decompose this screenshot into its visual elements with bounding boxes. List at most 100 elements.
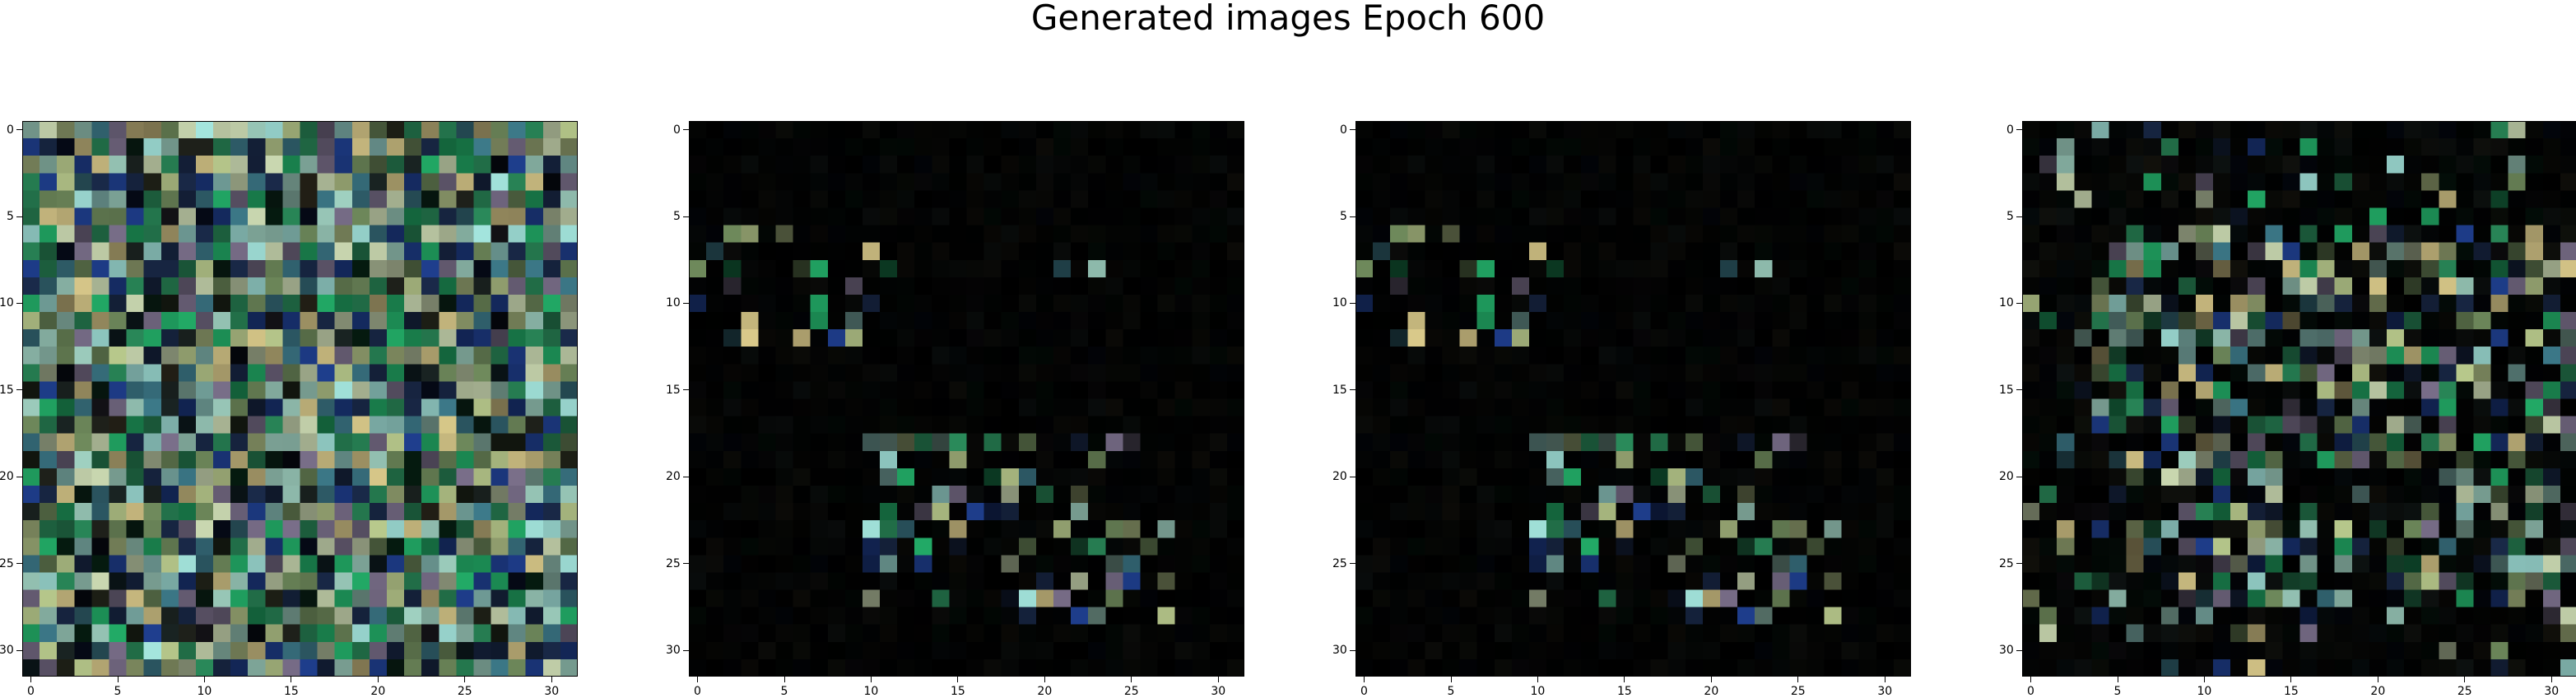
y-tick <box>2016 563 2022 564</box>
y-tick <box>16 650 22 651</box>
y-tick-label: 0 <box>1340 123 1347 137</box>
x-tick <box>1885 677 1886 682</box>
y-tick-label: 15 <box>0 384 14 397</box>
x-tick-label: 20 <box>1037 685 1052 698</box>
image-heatmap-4 <box>2022 121 2576 677</box>
y-tick-label: 5 <box>2006 210 2014 223</box>
y-tick <box>2016 129 2022 130</box>
y-tick-label: 30 <box>1999 644 2014 657</box>
x-tick-label: 30 <box>1877 685 1892 698</box>
x-tick <box>1624 677 1625 682</box>
y-tick-label: 25 <box>0 557 14 570</box>
x-tick <box>784 677 785 682</box>
x-tick-label: 30 <box>544 685 559 698</box>
x-tick-label: 0 <box>1360 685 1368 698</box>
y-tick <box>1350 650 1355 651</box>
y-tick-label: 25 <box>666 557 681 570</box>
x-tick-label: 5 <box>2114 685 2122 698</box>
x-tick <box>1044 677 1045 682</box>
y-tick-label: 5 <box>1340 210 1347 223</box>
y-tick <box>683 389 689 390</box>
x-tick-label: 10 <box>197 685 212 698</box>
x-tick <box>1537 677 1538 682</box>
x-tick-label: 0 <box>694 685 701 698</box>
x-tick <box>2290 677 2291 682</box>
x-tick <box>1218 677 1219 682</box>
x-tick-label: 5 <box>781 685 788 698</box>
image-panel-1: 0 5 10 15 20 25 30 0 5 10 15 20 25 30 <box>22 121 578 677</box>
x-tick-label: 15 <box>1617 685 1632 698</box>
x-tick <box>871 677 872 682</box>
x-tick-label: 25 <box>2457 685 2472 698</box>
image-heatmap-2 <box>689 121 1244 677</box>
x-tick-label: 30 <box>2544 685 2559 698</box>
y-tick-label: 15 <box>1999 384 2014 397</box>
y-tick <box>2016 389 2022 390</box>
y-tick-label: 20 <box>1999 470 2014 483</box>
y-tick <box>1350 216 1355 217</box>
y-tick <box>2016 303 2022 304</box>
y-tick <box>16 389 22 390</box>
y-tick-label: 20 <box>1332 470 1347 483</box>
y-tick-label: 10 <box>666 296 681 309</box>
x-tick <box>957 677 958 682</box>
y-tick <box>683 563 689 564</box>
x-tick-label: 20 <box>370 685 385 698</box>
x-tick <box>697 677 698 682</box>
y-tick-label: 25 <box>1332 557 1347 570</box>
x-tick <box>30 677 31 682</box>
x-tick-label: 0 <box>2027 685 2034 698</box>
x-tick <box>2551 677 2552 682</box>
x-tick-label: 15 <box>2284 685 2299 698</box>
x-tick-label: 25 <box>1124 685 1139 698</box>
x-tick <box>551 677 552 682</box>
x-tick-label: 0 <box>27 685 35 698</box>
y-tick <box>683 303 689 304</box>
y-tick-label: 25 <box>1999 557 2014 570</box>
y-tick-label: 30 <box>666 644 681 657</box>
y-tick-label: 0 <box>2006 123 2014 137</box>
y-tick-label: 10 <box>1332 296 1347 309</box>
x-tick <box>118 677 119 682</box>
y-tick-label: 10 <box>0 296 14 309</box>
y-tick <box>1350 389 1355 390</box>
y-tick-label: 0 <box>7 123 14 137</box>
image-panel-4: 0 5 10 15 20 25 30 0 5 10 15 20 25 30 <box>2022 121 2576 677</box>
x-tick <box>2030 677 2031 682</box>
y-tick <box>16 303 22 304</box>
y-tick-label: 20 <box>666 470 681 483</box>
x-tick <box>204 677 205 682</box>
y-tick-label: 15 <box>1332 384 1347 397</box>
y-tick <box>1350 303 1355 304</box>
y-tick-label: 10 <box>1999 296 2014 309</box>
figure-title: Generated images Epoch 600 <box>0 0 2576 38</box>
x-tick-label: 10 <box>2197 685 2211 698</box>
x-tick <box>464 677 465 682</box>
image-heatmap-1 <box>22 121 578 677</box>
x-tick-label: 15 <box>284 685 299 698</box>
y-tick <box>2016 650 2022 651</box>
y-tick-label: 30 <box>1332 644 1347 657</box>
y-tick <box>16 129 22 130</box>
y-tick <box>683 650 689 651</box>
y-tick <box>16 216 22 217</box>
y-tick <box>2016 216 2022 217</box>
y-tick <box>683 129 689 130</box>
x-tick <box>1131 677 1132 682</box>
y-tick-label: 0 <box>673 123 681 137</box>
y-tick-label: 20 <box>0 470 14 483</box>
y-tick-label: 15 <box>666 384 681 397</box>
x-tick-label: 20 <box>2370 685 2385 698</box>
y-tick <box>1350 563 1355 564</box>
y-tick <box>16 563 22 564</box>
y-tick <box>683 216 689 217</box>
x-tick <box>1711 677 1712 682</box>
x-tick-label: 20 <box>1704 685 1718 698</box>
image-panel-2: 0 5 10 15 20 25 30 0 5 10 15 20 25 30 <box>689 121 1244 677</box>
x-tick <box>2464 677 2465 682</box>
x-tick-label: 25 <box>458 685 472 698</box>
x-tick <box>1451 677 1452 682</box>
image-heatmap-3 <box>1355 121 1911 677</box>
image-panel-3: 0 5 10 15 20 25 30 0 5 10 15 20 25 30 <box>1355 121 1911 677</box>
x-tick-label: 25 <box>1791 685 1806 698</box>
